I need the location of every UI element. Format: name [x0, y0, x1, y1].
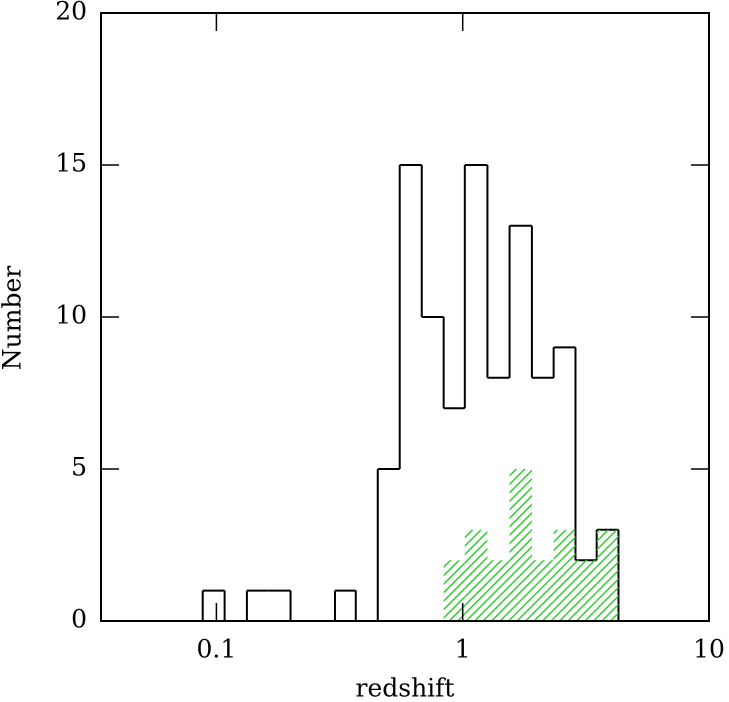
y-tick-label: 10	[55, 301, 87, 330]
hatched-bar	[575, 560, 597, 621]
y-axis-label: Number	[0, 266, 27, 370]
x-axis-label: redshift	[356, 674, 455, 702]
y-tick-label: 5	[71, 453, 87, 482]
hatched-bar	[509, 469, 532, 621]
x-tick-label: 10	[693, 635, 725, 664]
y-tick-label: 20	[55, 0, 87, 26]
y-tick-label: 0	[71, 605, 87, 634]
hatched-bar	[553, 529, 576, 621]
y-tick-label: 15	[55, 149, 87, 178]
x-tick-label: 1	[455, 635, 471, 664]
hatched-bar	[596, 529, 619, 621]
x-tick-label: 0.1	[197, 635, 237, 664]
hatched-bar	[487, 560, 510, 621]
hatched-bar	[443, 560, 465, 621]
hatched-bar	[464, 529, 488, 621]
hatched-bar	[531, 560, 554, 621]
